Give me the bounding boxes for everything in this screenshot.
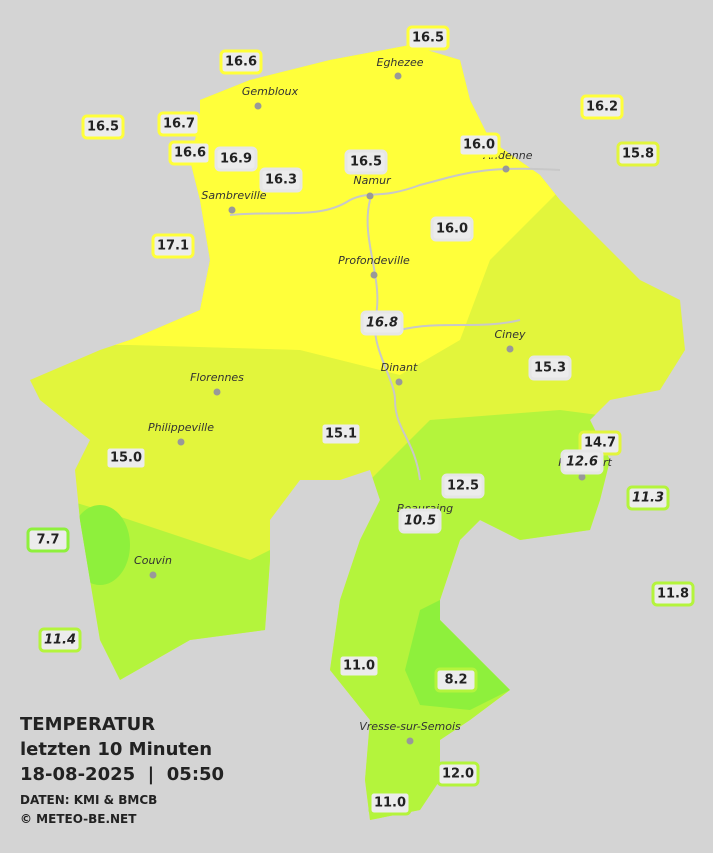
town-name: Profondeville: [338, 254, 410, 267]
station-box: [580, 94, 624, 120]
town-dot: [406, 737, 414, 745]
station-value: 16.0: [463, 138, 495, 153]
station-value: 11.0: [374, 796, 406, 811]
source: DATEN: KMI & BMCB: [20, 793, 157, 807]
station-value: 11.0: [343, 659, 375, 674]
station-box: [441, 473, 485, 499]
town-dot: [578, 473, 586, 481]
town-dot: [149, 571, 157, 579]
period: letzten 10 Minuten: [20, 739, 212, 760]
station-box: [406, 25, 450, 51]
station-box: [259, 167, 303, 193]
station-box: [214, 146, 258, 172]
town-dot: [395, 378, 403, 386]
station-value: 7.7: [36, 533, 59, 548]
station-value: 16.5: [350, 155, 382, 170]
station-box: [457, 132, 501, 158]
station-box: [344, 149, 388, 175]
station-value: 11.4: [44, 633, 76, 648]
town-dot: [254, 102, 262, 110]
station-value: 15.3: [534, 361, 566, 376]
town-name: Couvin: [134, 554, 172, 567]
town-name: Philippeville: [148, 421, 214, 434]
town-dot: [502, 165, 510, 173]
station-box: [26, 527, 70, 553]
station-box: [434, 667, 478, 693]
station-value: 11.8: [657, 587, 689, 602]
town-dot: [213, 388, 221, 396]
station-value: 8.2: [444, 673, 467, 688]
station-box: [151, 233, 195, 259]
copyright: © METEO-BE.NET: [20, 812, 137, 826]
station-value: 10.5: [404, 514, 436, 529]
station-value: 16.7: [163, 117, 195, 132]
town-name: Ciney: [495, 328, 526, 341]
station-value: 16.6: [174, 146, 206, 161]
station-box: [219, 49, 263, 75]
station-box: [157, 111, 201, 137]
station-value: 16.9: [220, 152, 252, 167]
town-name: Eghezee: [377, 56, 424, 69]
town-dot: [228, 206, 236, 214]
station-box: [436, 761, 480, 787]
station-value: 12.6: [566, 455, 598, 470]
station-value: 12.5: [447, 479, 479, 494]
station-box: [560, 449, 604, 475]
station-value: 15.1: [325, 427, 357, 442]
station-box: [398, 508, 442, 534]
station-box: [38, 627, 82, 653]
station-box: [81, 114, 125, 140]
station-value: 16.5: [412, 31, 444, 46]
station-box: [528, 355, 572, 381]
town-name: Gembloux: [242, 85, 299, 98]
station-box: [168, 140, 212, 166]
town-name: Florennes: [190, 371, 244, 384]
town-dot: [366, 192, 374, 200]
station-value: 15.0: [110, 451, 142, 466]
station-value: 16.5: [87, 120, 119, 135]
town-dot: [506, 345, 514, 353]
station-box: [104, 445, 148, 471]
station-value: 17.1: [157, 239, 189, 254]
station-value: 16.2: [586, 100, 618, 115]
town-name: Namur: [353, 174, 392, 187]
station-box: [319, 421, 363, 447]
rivers: [229, 167, 561, 481]
station-value: 16.3: [265, 173, 297, 188]
title: TEMPERATUR: [20, 714, 155, 735]
town-dot: [394, 72, 402, 80]
datetime: 18-08-2025 | 05:50: [20, 764, 224, 785]
town-name: Sambreville: [201, 189, 266, 202]
station-value: 14.7: [584, 436, 616, 451]
town-dot: [370, 271, 378, 279]
station-box: [651, 581, 695, 607]
town-dot: [177, 438, 185, 446]
station-box: [430, 216, 474, 242]
station-value: 16.8: [366, 316, 398, 331]
town-name: Dinant: [381, 361, 418, 374]
station-value: 12.0: [442, 767, 474, 782]
station-value: 15.8: [622, 147, 654, 162]
station-box: [616, 141, 660, 167]
station-value: 11.3: [632, 491, 664, 506]
station-box: [626, 485, 670, 511]
town-name: Vresse-sur-Semois: [359, 720, 461, 733]
station-value: 16.0: [436, 222, 468, 237]
station-box: [368, 790, 412, 816]
station-box: [337, 653, 381, 679]
station-value: 16.6: [225, 55, 257, 70]
station-box: [360, 310, 404, 336]
